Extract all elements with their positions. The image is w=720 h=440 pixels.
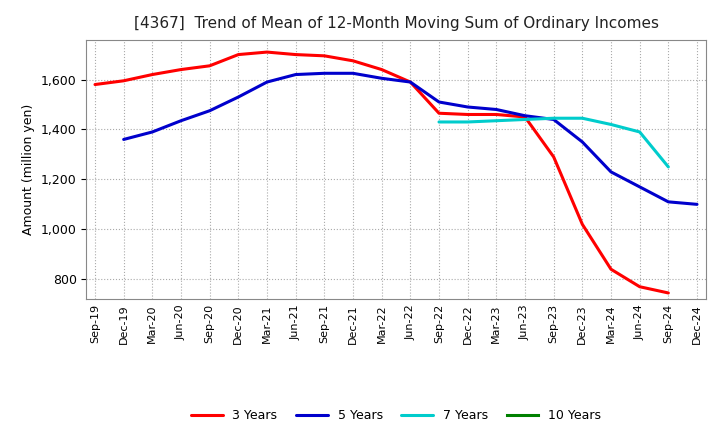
3 Years [435,110,444,116]
5 Years [377,76,386,81]
3 Years [263,49,271,55]
3 Years [664,290,672,296]
7 Years [435,119,444,125]
3 Years [120,78,128,84]
5 Years [348,71,357,76]
5 Years [320,71,328,76]
3 Years [234,52,243,57]
5 Years [234,94,243,99]
5 Years [205,108,214,114]
5 Years [549,117,558,122]
5 Years [120,137,128,142]
3 Years [205,63,214,69]
7 Years [578,116,587,121]
5 Years [693,202,701,207]
3 Years [635,284,644,290]
3 Years [549,154,558,160]
7 Years [607,122,616,127]
7 Years [664,164,672,169]
3 Years [176,67,185,72]
3 Years [377,67,386,72]
3 Years [406,79,415,84]
5 Years [263,79,271,84]
5 Years [148,129,157,135]
7 Years [464,119,472,125]
5 Years [406,79,415,84]
5 Years [492,107,500,112]
5 Years [664,199,672,205]
7 Years [492,118,500,123]
Line: 5 Years: 5 Years [124,73,697,204]
Line: 3 Years: 3 Years [95,52,668,293]
3 Years [148,72,157,77]
3 Years [320,53,328,59]
7 Years [521,117,529,122]
5 Years [521,113,529,118]
5 Years [464,104,472,110]
5 Years [607,169,616,175]
7 Years [549,116,558,121]
3 Years [464,112,472,117]
5 Years [292,72,300,77]
3 Years [521,114,529,120]
7 Years [635,129,644,135]
Y-axis label: Amount (million yen): Amount (million yen) [22,104,35,235]
3 Years [348,58,357,63]
Line: 7 Years: 7 Years [439,118,668,167]
5 Years [635,184,644,190]
3 Years [578,222,587,227]
5 Years [578,139,587,145]
3 Years [292,52,300,57]
3 Years [91,82,99,87]
Title: [4367]  Trend of Mean of 12-Month Moving Sum of Ordinary Incomes: [4367] Trend of Mean of 12-Month Moving … [133,16,659,32]
5 Years [435,99,444,105]
3 Years [607,267,616,272]
5 Years [176,118,185,123]
3 Years [492,112,500,117]
Legend: 3 Years, 5 Years, 7 Years, 10 Years: 3 Years, 5 Years, 7 Years, 10 Years [186,404,606,427]
